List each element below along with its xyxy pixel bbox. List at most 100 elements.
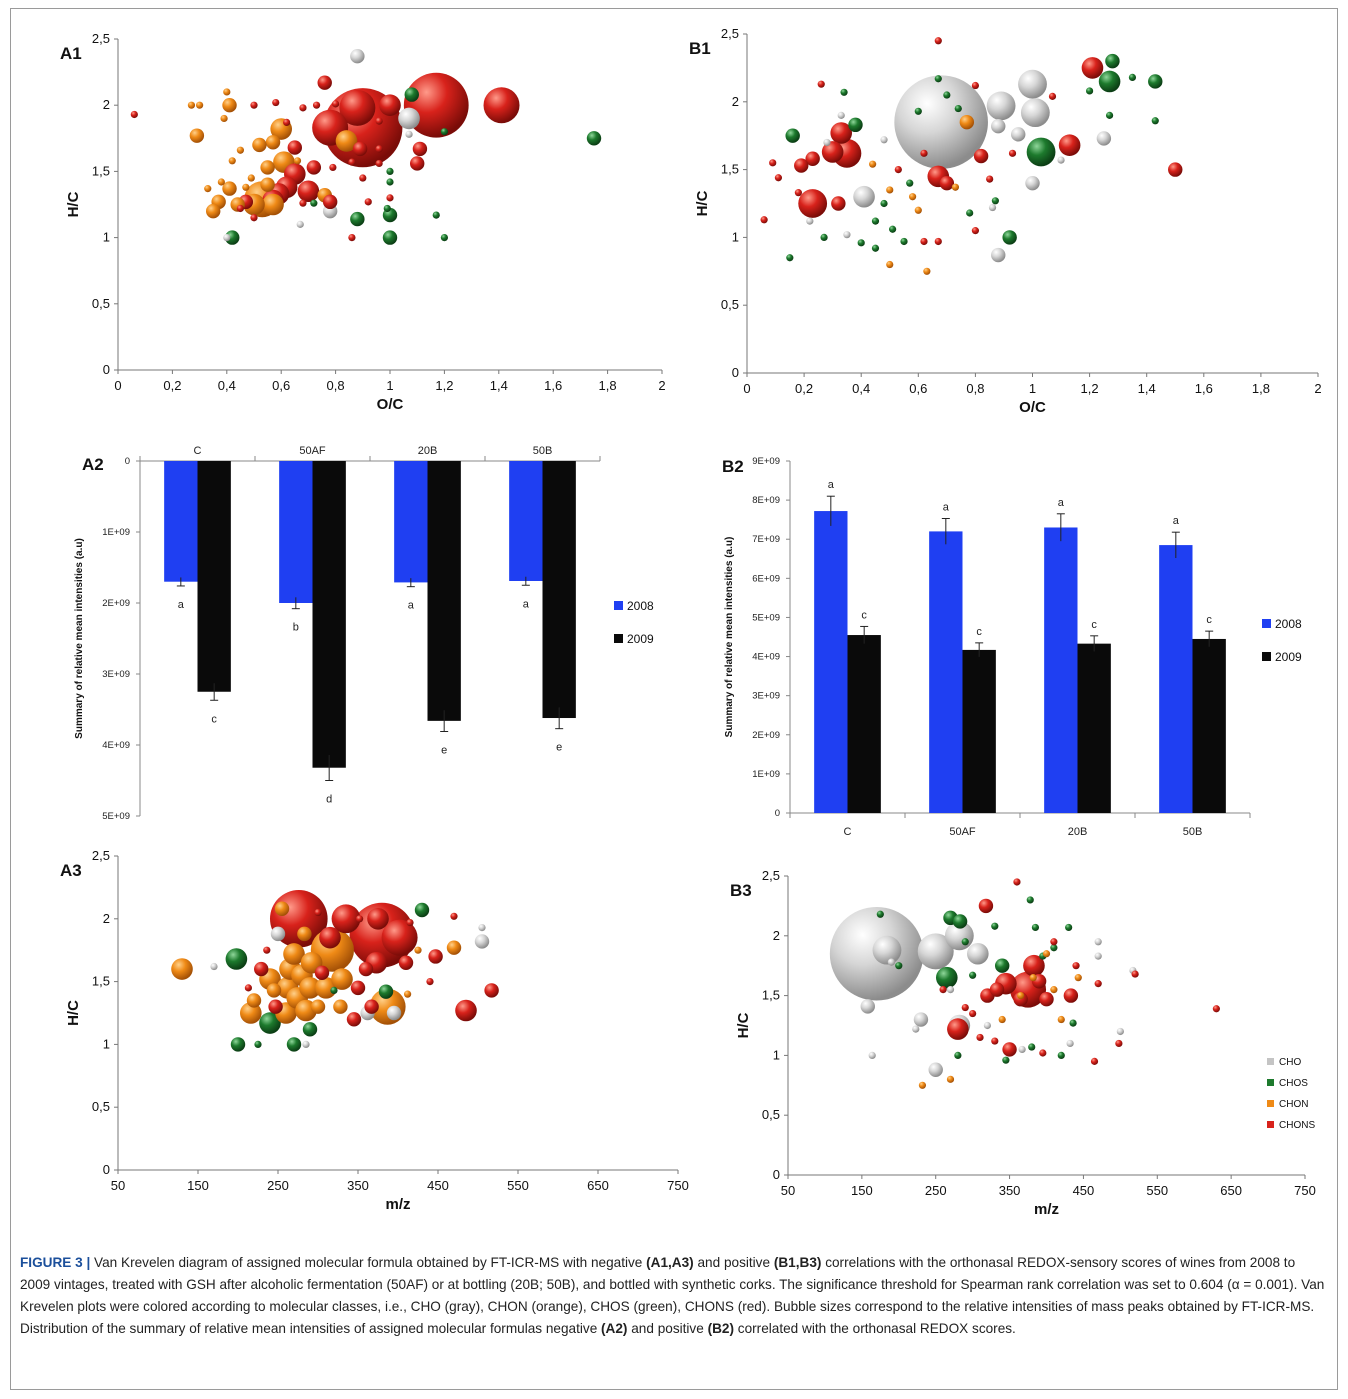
category-label: 50B [533, 445, 553, 457]
bubble-chos [954, 104, 962, 113]
significance-letter: a [943, 501, 950, 513]
bubble-chons [329, 163, 337, 172]
bubble-cho [296, 220, 304, 228]
x-tick-label: 650 [1220, 1183, 1242, 1198]
bubble-chon [951, 183, 960, 191]
y-tick-label: 0 [732, 365, 739, 380]
bubble-cho [1094, 952, 1102, 960]
x-tick-label: 0,2 [163, 378, 181, 393]
y-tick-label: 6E+09 [752, 573, 780, 584]
x-tick-label: 0 [114, 378, 121, 393]
bubble-chos [895, 962, 903, 970]
bubble-cho [1020, 98, 1050, 128]
bubble-chons [450, 912, 458, 920]
bubble-chons [359, 174, 367, 182]
x-axis-label: m/z [385, 1196, 410, 1213]
bubble-chos [230, 1037, 246, 1052]
bubble-cho [405, 130, 413, 138]
panel-label: B1 [689, 39, 711, 58]
caption-label: FIGURE 3 | [20, 1255, 91, 1270]
bubble-chons [1058, 134, 1081, 156]
legend-label-chon: CHON [1279, 1099, 1308, 1110]
y-axis-label: H/C [735, 1012, 752, 1038]
bubble-chon [187, 101, 196, 109]
x-tick-label: 0,8 [966, 381, 984, 396]
bar-2008 [279, 461, 313, 603]
y-tick-label: 3E+09 [102, 669, 130, 680]
bubble-chos [286, 1037, 302, 1052]
x-tick-label: 150 [187, 1178, 209, 1193]
y-tick-label: 1,5 [92, 974, 110, 989]
bubble-chos [848, 117, 863, 133]
significance-letter: d [326, 794, 332, 806]
y-tick-label: 1 [732, 229, 739, 244]
x-tick-label: 350 [347, 1178, 369, 1193]
scatter-panel-a1: 0 0,2 0,4 0,6 0,8 1 1,2 1,4 1,6 1,8 2 0 0,5 1 1,5 2 2,5 O… [60, 31, 666, 413]
bubble-chons [971, 227, 980, 235]
caption-text: and positive [627, 1321, 708, 1336]
significance-letter: c [1091, 619, 1097, 631]
bubble-chon [297, 926, 312, 942]
panel-label: A2 [82, 455, 104, 474]
bubble-chos [961, 938, 969, 946]
bubble-chons [412, 141, 428, 157]
bubble-chos [378, 984, 394, 999]
category-label: 20B [418, 445, 438, 457]
y-tick-label: 2,5 [92, 31, 110, 46]
caption-ref: (A1,A3) [646, 1255, 694, 1270]
bubble-chons [426, 978, 434, 986]
caption-text: correlated with the orthonasal REDOX sco… [734, 1321, 1016, 1336]
bubble-chons [1131, 970, 1139, 978]
panel-label: B3 [730, 881, 752, 900]
bubble-chons [920, 237, 928, 246]
bubble-chon [196, 101, 204, 109]
bubble-chon [204, 185, 212, 193]
bubble-cho [1018, 1045, 1026, 1054]
caption-ref: (B2) [707, 1321, 735, 1336]
y-tick-label: 0,5 [92, 1099, 110, 1114]
x-tick-label: 1,8 [599, 378, 617, 393]
legend-swatch-2009 [614, 634, 623, 643]
bubble-chons [250, 214, 258, 222]
figure-caption: FIGURE 3 | Van Krevelen diagram of assig… [20, 1252, 1328, 1340]
bubble-chos [302, 1022, 318, 1037]
bubble-chons [356, 915, 364, 923]
x-tick-label: 1 [386, 378, 393, 393]
bubble-chon [886, 260, 894, 269]
bubble-cho [872, 935, 902, 965]
bubble-chos [840, 88, 848, 96]
significance-letter: c [1206, 614, 1212, 626]
y-tick-label: 2 [103, 97, 110, 112]
bubble-chons [367, 908, 389, 930]
x-tick-label: 0,6 [272, 378, 290, 393]
y-tick-label: 4E+09 [752, 652, 780, 663]
legend-label-2009: 2009 [627, 632, 654, 646]
bubble-chos [254, 1040, 262, 1048]
bubble-chon [918, 1081, 927, 1089]
significance-letter: a [178, 599, 185, 611]
panel-label: B2 [722, 457, 744, 476]
y-tick-label: 1 [103, 230, 110, 245]
bubble-chons [1013, 878, 1021, 886]
bubble-chons [989, 982, 1005, 997]
bubble-cho [887, 958, 896, 966]
x-axis-label: O/C [1019, 399, 1046, 416]
bubble-chos [1031, 923, 1040, 932]
bubble-chons [939, 986, 947, 994]
bubble-chons [1039, 1049, 1047, 1057]
bubble-chos [1069, 1019, 1077, 1027]
y-tick-label: 7E+09 [752, 534, 780, 545]
x-tick-label: 1,8 [1252, 381, 1270, 396]
bubble-chos [225, 230, 240, 245]
bubble-chon [222, 181, 237, 196]
bubble-chons [991, 1037, 999, 1045]
bubble-chos [966, 209, 974, 217]
bubble-chon [293, 157, 302, 165]
bubble-chos [440, 128, 448, 136]
bubble-cho [988, 203, 997, 212]
legend-label-chos: CHOS [1279, 1078, 1308, 1089]
category-label: C [194, 445, 202, 457]
y-tick-label: 1,5 [721, 162, 739, 177]
y-axis-label: Summary of relative mean intensities (a.… [74, 538, 85, 739]
bubble-chos [382, 230, 398, 245]
